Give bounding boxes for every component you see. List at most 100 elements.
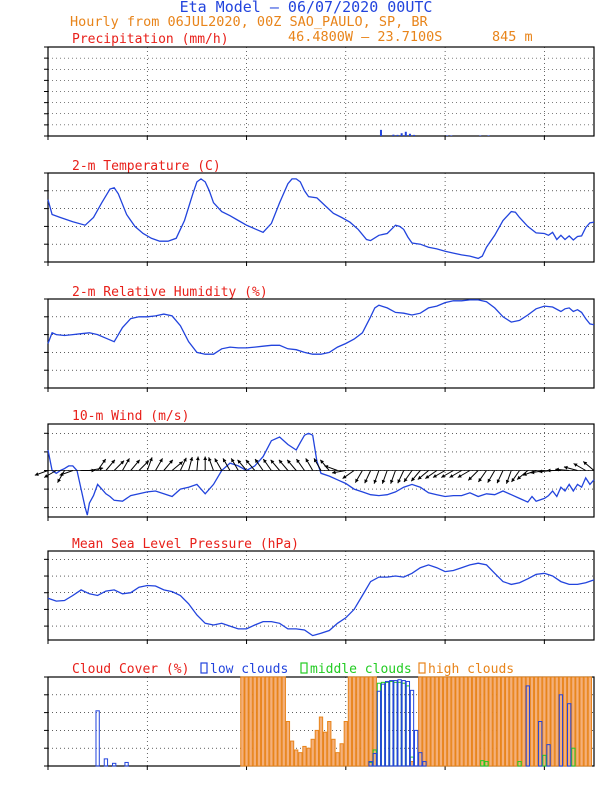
high-cloud-bar [351, 676, 357, 767]
high-cloud-bar [240, 676, 245, 767]
wind-arrow-head [381, 479, 386, 484]
precip-bar [408, 133, 411, 136]
high-cloud-bar [256, 676, 262, 767]
high-cloud-bar [509, 676, 514, 767]
high-cloud-bar [343, 721, 348, 767]
wind-arrow-head [145, 460, 149, 465]
rh-panel [44, 298, 595, 392]
low-cloud-bar [112, 762, 117, 767]
low-cloud-bar [397, 679, 402, 767]
wind-arrow [208, 457, 214, 471]
wind-arrow-head [555, 467, 559, 472]
wind-arrow-head [278, 459, 283, 464]
wind-arrow [319, 459, 330, 471]
wind-arrow-head [390, 479, 394, 484]
wind-arrow-head [411, 477, 415, 482]
high-cloud-bar [285, 721, 291, 767]
high-cloud-bar [294, 749, 299, 767]
high-cloud-bar [331, 738, 336, 767]
cloud-panel [44, 676, 595, 770]
low-cloud-bar [538, 721, 543, 767]
low-cloud-bar [567, 703, 572, 767]
high-cloud-bar [265, 676, 270, 767]
wind-arrow [286, 459, 297, 471]
high-cloud-bar [455, 676, 460, 767]
wind-arrow [278, 459, 289, 471]
middle-cloud-bar [480, 760, 485, 767]
wind-arrow-head [355, 478, 359, 483]
wind-arrow-head [208, 457, 212, 462]
low-cloud-bar [103, 758, 109, 767]
wind-panel-title: 10-m Wind (m/s) [72, 409, 189, 424]
wind-arrow-head [511, 477, 516, 482]
wind-arrow [146, 457, 153, 471]
wind-arrow-head [159, 458, 163, 463]
wind-arrow [432, 470, 446, 478]
middle-cloud-bar [571, 747, 576, 767]
wind-arrow-head [111, 459, 115, 464]
cloud-panel-title: Cloud Cover (%) [72, 662, 189, 677]
middle-cloud-bar [484, 761, 489, 767]
low-cloud-bar [413, 729, 419, 767]
wind-arrow-head [223, 458, 227, 463]
low-clouds-legend-label: low clouds [210, 662, 288, 677]
middle-cloud-bar [542, 754, 547, 767]
wind-arrow-head [169, 459, 173, 464]
temp-series-line [47, 178, 595, 260]
high-cloud-bar [438, 676, 444, 767]
high-cloud-bar [447, 676, 452, 767]
high-cloud-bar [517, 676, 522, 767]
temp-frame [47, 172, 595, 263]
wind-arrow [214, 458, 223, 471]
wind-arrow [171, 461, 184, 471]
high-cloud-bar [459, 676, 464, 767]
wind-arrow [57, 470, 65, 483]
wind-arrow [373, 470, 380, 484]
wind-arrow [331, 470, 346, 475]
wind-arrow [43, 470, 57, 478]
high-cloud-bar [347, 676, 353, 767]
wind-arrow-head [403, 477, 408, 482]
wind-arrow-head [487, 478, 492, 483]
humidity-panel-title: 2-m Relative Humidity (%) [72, 285, 268, 300]
high-cloud-bar [430, 676, 435, 767]
wind-arrow [522, 470, 537, 476]
precip-bar [450, 135, 453, 136]
middle-cloud-bar [517, 761, 522, 767]
wind-arrow-head [522, 472, 527, 476]
wind-arrow-head [34, 472, 39, 476]
wind-arrow [364, 470, 372, 484]
high-cloud-bar [277, 676, 282, 767]
temperature-panel-title: 2-m Temperature (C) [72, 159, 221, 174]
wind-arrow-head [263, 459, 267, 464]
wind-arrow-head [195, 456, 200, 461]
wind-arrow-head [530, 470, 535, 475]
wind-arrow-head [505, 479, 510, 484]
high-cloud-bar [248, 676, 253, 767]
wind-arrow-head [468, 476, 473, 481]
high-cloud-bar [500, 676, 506, 767]
high-cloud-bar [339, 743, 344, 767]
high-cloud-bar [484, 676, 489, 767]
low-cloud-bar [558, 694, 564, 767]
low-cloud-bar [525, 685, 530, 767]
high-cloud-bar [521, 676, 526, 767]
wind-arrow [81, 468, 96, 473]
wind-arrow [440, 470, 454, 478]
rh-series-line [47, 299, 595, 355]
wind-arrow [105, 459, 116, 471]
wind-arrow [270, 459, 281, 471]
high-cloud-bar [542, 676, 547, 767]
wind-arrow [573, 463, 586, 471]
wind-arrow-head [364, 479, 368, 484]
wind-arrow [237, 459, 247, 471]
high-cloud-bar [302, 745, 307, 767]
high-cloud-bar [269, 676, 274, 767]
wind-arrow [163, 459, 174, 471]
wind-arrow-head [305, 458, 310, 463]
middle-clouds-legend-swatch [300, 662, 308, 674]
station-elevation: 845 m [492, 29, 533, 45]
low-cloud-bar [376, 690, 382, 767]
precip-bar [400, 133, 403, 136]
